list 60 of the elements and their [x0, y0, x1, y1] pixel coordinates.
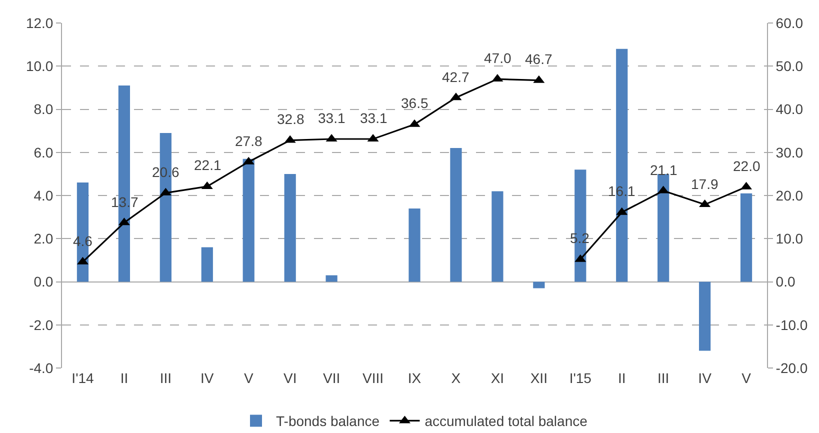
bar: [450, 148, 462, 282]
legend-label: accumulated total balance: [424, 413, 588, 430]
bar: [408, 208, 420, 282]
y2-tick-label: 60.0: [776, 14, 804, 31]
y-tick-label: 8.0: [34, 101, 54, 118]
x-tick-label: XI: [490, 370, 504, 386]
y-tick-label: -2.0: [29, 316, 54, 333]
bar: [492, 191, 504, 282]
y2-tick-label: 30.0: [776, 144, 804, 160]
data-label: 36.5: [401, 95, 428, 111]
y-tick-label: 2.0: [34, 230, 54, 247]
x-tick-label: II: [120, 370, 128, 386]
y-tick-label: 10.0: [26, 58, 54, 74]
y2-tick-label: 10.0: [776, 230, 804, 247]
x-tick-label: II: [618, 370, 626, 386]
data-label: 46.7: [525, 51, 552, 67]
bar: [533, 282, 545, 288]
bar: [242, 158, 254, 282]
data-label: 47.0: [484, 50, 512, 66]
y2-tick-label: 50.0: [776, 58, 804, 74]
x-tick-label: VII: [322, 370, 340, 386]
y2-tick-label: 20.0: [776, 187, 804, 204]
data-label: 22.1: [194, 157, 222, 173]
y-tick-label: 4.0: [34, 187, 54, 204]
data-label: 21.1: [650, 162, 678, 178]
x-tick-label: VI: [283, 370, 297, 386]
x-tick-label: III: [160, 370, 172, 386]
legend-label: T-bonds balance: [276, 413, 380, 430]
y-tick-label: 12.0: [26, 14, 54, 31]
bar: [658, 174, 670, 282]
y2-tick-label: -10.0: [776, 316, 808, 333]
y-tick-label: 6.0: [34, 144, 54, 160]
data-label: 33.1: [360, 110, 388, 126]
x-tick-label: III: [657, 370, 670, 386]
data-label: 22.0: [733, 158, 760, 174]
x-tick-label: IX: [408, 370, 422, 386]
x-tick-label: V: [244, 370, 254, 386]
x-tick-label: XII: [530, 370, 548, 386]
data-label: 33.1: [318, 110, 346, 126]
bar: [284, 174, 296, 282]
y-tick-label: 0.0: [34, 274, 54, 290]
data-label: 27.8: [235, 133, 262, 149]
y2-tick-label: 0.0: [776, 274, 796, 290]
bar: [326, 275, 338, 282]
bar: [201, 247, 213, 282]
bar: [698, 282, 711, 351]
y-tick-label: -4.0: [29, 360, 54, 376]
data-label: 42.7: [442, 69, 470, 85]
x-tick-label: X: [451, 370, 462, 386]
y2-tick-label: -20.0: [776, 360, 808, 376]
x-tick-label: IV: [200, 370, 214, 386]
x-tick-label: I'14: [72, 370, 94, 386]
x-tick-label: I'15: [569, 370, 592, 386]
y2-tick-label: 40.0: [776, 101, 804, 118]
x-tick-label: VIII: [362, 370, 384, 386]
bar: [740, 193, 752, 282]
data-label: 32.8: [277, 111, 304, 127]
data-label: 17.9: [691, 176, 718, 192]
x-tick-label: V: [742, 370, 752, 386]
x-tick-label: IV: [698, 370, 712, 386]
